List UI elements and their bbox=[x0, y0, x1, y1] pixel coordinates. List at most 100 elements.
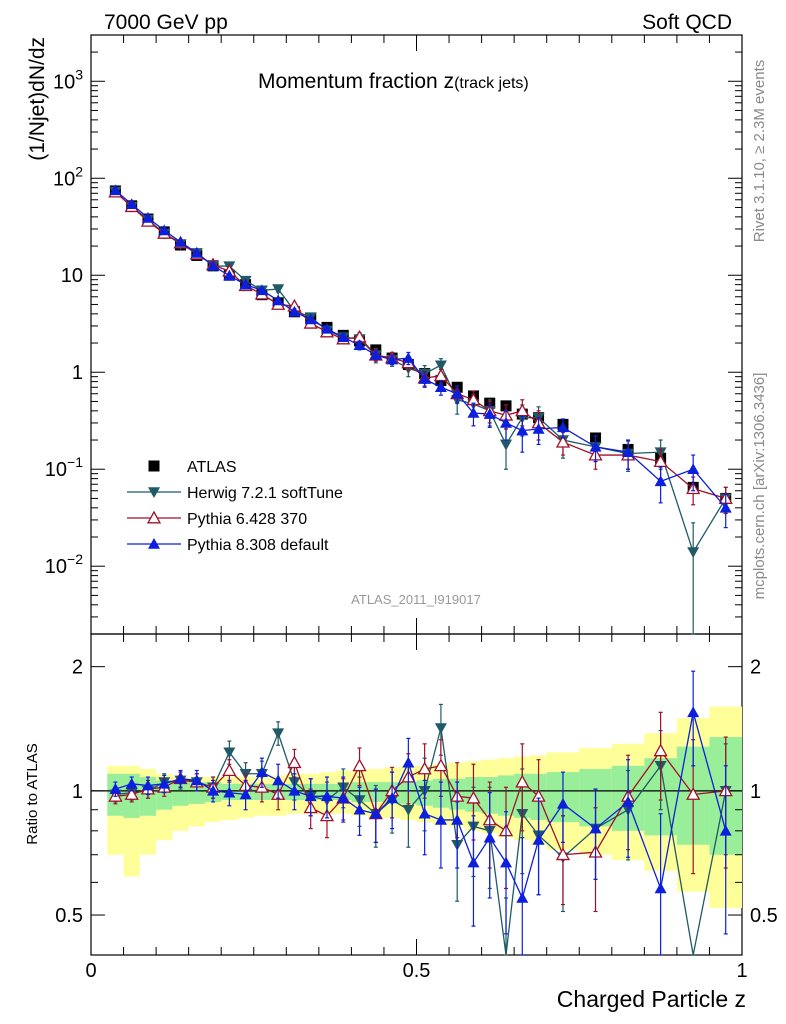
data-point bbox=[434, 813, 447, 825]
x-tick-label: 1 bbox=[736, 960, 747, 982]
data-point bbox=[190, 774, 203, 786]
data-point bbox=[654, 882, 667, 894]
data-point bbox=[418, 807, 431, 819]
data-point bbox=[719, 824, 732, 836]
data-point bbox=[255, 284, 268, 296]
data-point bbox=[500, 439, 513, 451]
data-point bbox=[417, 761, 432, 775]
data-point bbox=[369, 807, 382, 819]
data-point bbox=[483, 831, 496, 843]
data-point bbox=[386, 792, 399, 803]
data-point bbox=[304, 790, 317, 802]
x-axis-label: Charged Particle z bbox=[557, 986, 746, 1012]
analysis-id: ATLAS_2011_I919017 bbox=[351, 592, 481, 607]
series-pythia-8-308-default bbox=[109, 670, 732, 956]
data-point bbox=[304, 313, 317, 325]
data-point bbox=[158, 224, 171, 236]
ratio-y-tick-label: 1 bbox=[72, 781, 83, 803]
legend-label: ATLAS bbox=[187, 459, 237, 476]
data-point bbox=[556, 421, 569, 433]
legend-label: Pythia 6.428 370 bbox=[187, 511, 307, 528]
data-point bbox=[515, 774, 530, 788]
data-point bbox=[555, 847, 571, 861]
data-point bbox=[467, 406, 480, 418]
data-point bbox=[622, 795, 635, 807]
data-point bbox=[653, 743, 668, 757]
data-point bbox=[124, 787, 139, 800]
data-point bbox=[353, 339, 366, 350]
main-y-axis-label: (1/Njet)dN/dz bbox=[26, 37, 49, 161]
data-point bbox=[337, 331, 350, 342]
data-point bbox=[239, 788, 252, 800]
data-point bbox=[515, 403, 530, 417]
data-point bbox=[451, 813, 464, 825]
legend-label: Pythia 8.308 default bbox=[187, 537, 329, 554]
data-point bbox=[556, 797, 569, 809]
data-point bbox=[141, 211, 154, 223]
series-pythia-8-308-default bbox=[109, 184, 732, 529]
data-point bbox=[223, 269, 236, 281]
data-point bbox=[272, 774, 285, 786]
data-point bbox=[288, 784, 301, 796]
data-point bbox=[719, 501, 732, 513]
data-point bbox=[467, 856, 480, 868]
ratio-y-tick-label: 2 bbox=[72, 657, 83, 679]
data-point bbox=[555, 434, 571, 448]
data-point bbox=[141, 779, 154, 791]
data-point bbox=[532, 834, 545, 845]
data-point bbox=[320, 790, 333, 802]
y-tick-label: 10 bbox=[61, 265, 83, 287]
data-point bbox=[222, 763, 237, 776]
data-point bbox=[653, 454, 668, 467]
data-point bbox=[109, 783, 122, 794]
data-point bbox=[687, 706, 700, 718]
y-tick-label: 1 bbox=[72, 362, 83, 384]
data-point bbox=[434, 381, 447, 393]
data-point bbox=[516, 891, 529, 903]
rivet-label: Rivet 3.1.10, ≥ 2.3M events bbox=[751, 60, 768, 243]
legend-marker bbox=[148, 487, 160, 498]
data-point bbox=[434, 360, 447, 372]
legend-item: Pythia 6.428 370 bbox=[127, 510, 307, 528]
data-point bbox=[272, 284, 285, 296]
data-point bbox=[174, 236, 187, 247]
data-point bbox=[272, 294, 285, 306]
ratio-y-tick-label-right: 2 bbox=[750, 657, 761, 679]
legend: ATLAS Herwig 7.2.1 softTune Pythia 6.428 3… bbox=[127, 459, 343, 554]
legend-item: Pythia 8.308 default bbox=[127, 537, 329, 554]
data-point bbox=[207, 784, 220, 796]
legend-item: ATLAS bbox=[148, 459, 237, 476]
chart-title: Momentum fraction z(track jets) bbox=[258, 70, 529, 93]
data-point bbox=[500, 416, 513, 428]
legend-marker bbox=[148, 460, 160, 472]
data-point bbox=[207, 259, 220, 271]
ratio-axis-ticks: 0.5 0.5 1 1 2 2 0 0.5 1 bbox=[55, 634, 778, 982]
data-point bbox=[255, 766, 268, 777]
data-point bbox=[287, 755, 302, 769]
stat-uncertainty-band bbox=[172, 782, 189, 806]
chart-title-main: Momentum fraction z bbox=[258, 70, 454, 93]
y-tick-label: 10−1 bbox=[45, 454, 83, 481]
data-point bbox=[434, 723, 447, 735]
ratio-y-tick-label: 0.5 bbox=[55, 905, 83, 927]
data-point bbox=[418, 373, 431, 384]
data-point bbox=[239, 278, 252, 290]
energy-label: 7000 GeV pp bbox=[104, 11, 228, 34]
data-point bbox=[288, 305, 301, 317]
legend-item: Herwig 7.2.1 softTune bbox=[127, 485, 343, 502]
ratio-y-tick-label-right: 0.5 bbox=[750, 905, 778, 927]
y-tick-label: 102 bbox=[53, 163, 83, 190]
data-point bbox=[272, 728, 285, 740]
ratio-series-layer bbox=[108, 670, 733, 956]
mcplots-label: mcplots.cern.ch [arXiv:1306.3436] bbox=[751, 373, 768, 600]
data-point bbox=[320, 322, 333, 334]
data-point bbox=[483, 408, 496, 419]
data-point bbox=[190, 246, 203, 258]
data-point bbox=[353, 803, 366, 815]
y-tick-label: 103 bbox=[53, 66, 83, 93]
data-point bbox=[158, 777, 171, 789]
data-point bbox=[352, 758, 367, 772]
data-point bbox=[433, 758, 449, 772]
data-point bbox=[174, 772, 187, 784]
